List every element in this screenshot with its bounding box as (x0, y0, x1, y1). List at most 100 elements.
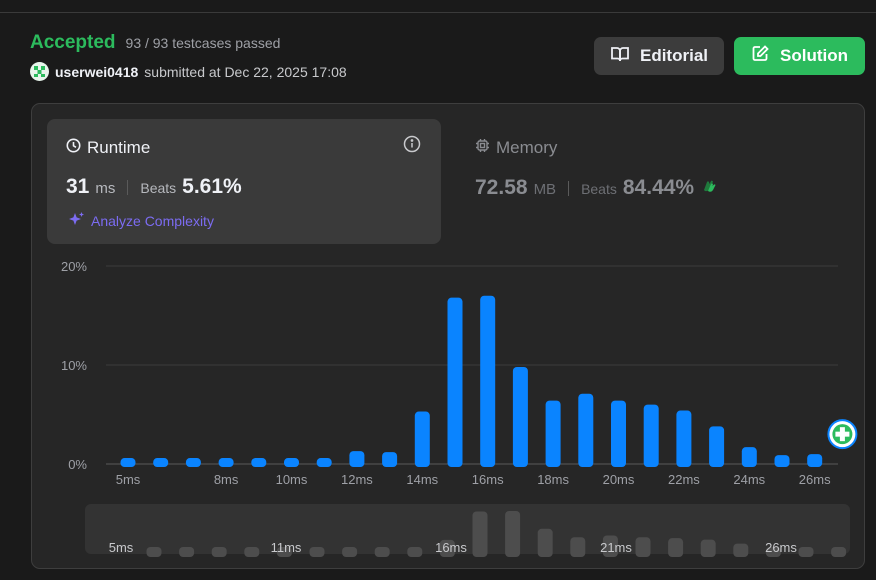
x-tick-label: 10ms (276, 472, 308, 487)
solution-button[interactable]: Solution (734, 37, 865, 75)
overview-bar (765, 547, 781, 557)
histogram-bar[interactable] (545, 400, 561, 467)
clap-icon (700, 178, 718, 199)
histogram-bar[interactable] (153, 458, 169, 467)
overview-label: 11ms (271, 540, 302, 555)
x-tick-label: 16ms (472, 472, 504, 487)
histogram-bar[interactable] (316, 458, 332, 467)
memory-beats-label: Beats (581, 181, 617, 197)
submission-header: Accepted 93 / 93 testcases passed userwe… (30, 32, 347, 81)
testcases-passed: 93 / 93 testcases passed (125, 35, 281, 51)
top-divider (0, 12, 876, 13)
analyze-complexity-link[interactable]: Analyze Complexity (68, 211, 214, 231)
sparkle-icon (68, 211, 85, 231)
runtime-beats-value: 5.61% (182, 175, 242, 198)
overview-bar (342, 547, 358, 557)
x-tick-label: 24ms (733, 472, 765, 487)
editorial-button[interactable]: Editorial (594, 37, 724, 75)
runtime-beats-label: Beats (140, 180, 177, 196)
histogram-bar[interactable] (807, 454, 823, 467)
overview-bar (374, 547, 390, 557)
x-tick-label: 8ms (214, 472, 239, 487)
x-tick-label: 12ms (341, 472, 373, 487)
overview-scrollbar[interactable] (85, 504, 850, 554)
x-tick-label: 14ms (406, 472, 438, 487)
memory-unit: MB (533, 181, 557, 198)
runtime-title: Runtime (87, 138, 151, 157)
histogram-bar[interactable] (447, 297, 463, 467)
x-tick-label: 5ms (116, 472, 141, 487)
overview-bar (179, 547, 195, 557)
histogram-bar[interactable] (480, 295, 496, 467)
username[interactable]: userwei0418 (55, 63, 139, 80)
y-tick-label: 20% (61, 259, 87, 274)
overview-label: 26ms (765, 540, 797, 555)
overview-bar (276, 547, 292, 557)
status-accepted: Accepted (30, 32, 116, 53)
overview-bar (668, 538, 684, 557)
histogram-bar[interactable] (218, 458, 234, 467)
chip-icon (475, 138, 490, 158)
clock-icon (66, 138, 81, 158)
overview-bar (831, 547, 847, 557)
overview-bar (798, 547, 814, 557)
histogram-bar[interactable] (709, 426, 725, 467)
histogram-bar[interactable] (741, 447, 757, 467)
metric-divider (568, 180, 570, 196)
overview-bar (505, 511, 521, 557)
book-icon (610, 45, 630, 68)
edit-icon (751, 44, 770, 68)
runtime-unit: ms (95, 180, 116, 197)
overview-bar (733, 543, 749, 557)
overview-bar (537, 528, 553, 557)
x-tick-label: 18ms (537, 472, 569, 487)
overview-bar (602, 535, 618, 557)
runtime-card[interactable]: Runtime 31 ms Beats 5.61% Analyze Comple… (47, 119, 441, 244)
x-tick-label: 26ms (799, 472, 831, 487)
x-tick-label: 22ms (668, 472, 700, 487)
avatar[interactable] (30, 62, 49, 81)
memory-beats-value: 84.44% (622, 176, 695, 199)
overview-label: 5ms (109, 540, 134, 555)
x-tick-label: 20ms (603, 472, 635, 487)
histogram-bar[interactable] (676, 410, 692, 467)
histogram-bar[interactable] (414, 411, 430, 467)
y-tick-label: 0% (68, 457, 87, 472)
your-submission-marker-icon[interactable] (827, 419, 858, 450)
overview-bar (439, 539, 455, 557)
histogram-bar[interactable] (284, 458, 299, 467)
y-tick-label: 10% (61, 358, 87, 373)
analyze-label: Analyze Complexity (91, 213, 214, 229)
memory-title: Memory (496, 138, 558, 157)
histogram-bar[interactable] (774, 455, 790, 467)
metric-divider (127, 179, 129, 195)
memory-value: 72.58 (475, 176, 528, 199)
overview-bar (407, 547, 423, 557)
histogram-bar[interactable] (578, 393, 594, 467)
overview-bar (635, 537, 651, 557)
overview-bar (244, 547, 260, 557)
overview-bar (570, 537, 586, 557)
submitted-time: submitted at Dec 22, 2025 17:08 (144, 63, 347, 80)
overview-bar (211, 547, 227, 557)
overview-label: 16ms (435, 540, 467, 555)
editorial-label: Editorial (639, 46, 708, 65)
solution-label: Solution (780, 46, 848, 65)
overview-bar (472, 511, 488, 557)
histogram-bar[interactable] (120, 458, 136, 467)
histogram-bar[interactable] (512, 366, 528, 467)
memory-card[interactable]: Memory 72.58 MB Beats 84.44% (475, 138, 718, 200)
histogram-bar[interactable] (643, 404, 659, 467)
overview-bar (309, 547, 325, 557)
histogram-bar[interactable] (349, 451, 365, 467)
runtime-value: 31 (66, 175, 90, 198)
overview-bar (700, 539, 716, 557)
histogram-bar[interactable] (251, 458, 267, 467)
info-icon[interactable] (403, 135, 421, 158)
histogram-bar[interactable] (382, 452, 398, 467)
overview-bar (146, 547, 162, 557)
histogram-bar[interactable] (185, 458, 201, 467)
histogram-bar[interactable] (611, 400, 626, 467)
